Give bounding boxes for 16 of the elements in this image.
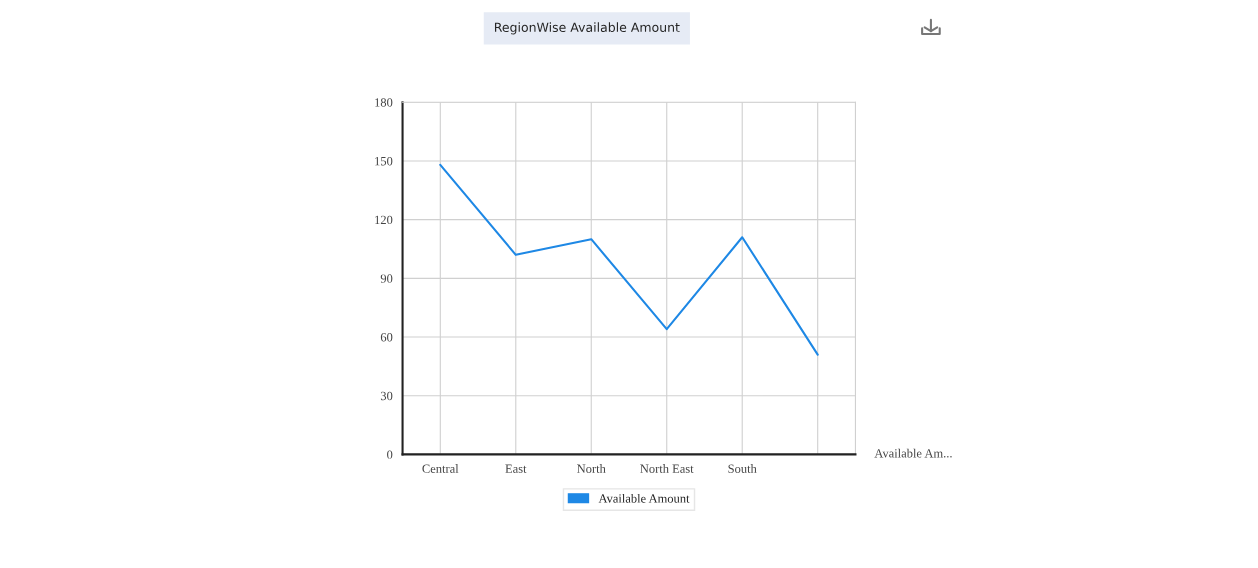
y-tick-label: 0: [387, 450, 393, 459]
x-tick-label: East: [505, 464, 527, 473]
x-tick-label: North: [577, 464, 606, 473]
y-tick-label: 180: [375, 98, 393, 107]
legend-label: Available Amount: [598, 493, 690, 503]
y-tick-label: 120: [375, 215, 393, 225]
chart-title: RegionWise Available Amount: [494, 22, 680, 35]
y-tick-label: 150: [375, 156, 393, 166]
x-tick-label: South: [728, 464, 757, 473]
y-tick-label: 30: [380, 391, 393, 401]
x-tick-label: North East: [640, 464, 694, 473]
text: Available Am...: [874, 448, 952, 458]
y-tick-label: 60: [380, 333, 393, 342]
x-tick-label: Central: [422, 464, 459, 473]
line-series: [439, 163, 819, 356]
y-tick-label: 90: [380, 274, 393, 283]
